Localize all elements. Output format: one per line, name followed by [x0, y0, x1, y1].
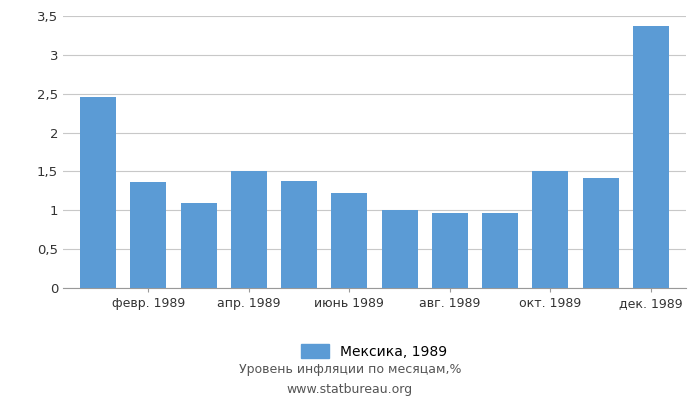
Bar: [181, 203, 217, 288]
Bar: [130, 182, 167, 288]
Bar: [331, 193, 368, 288]
Bar: [432, 213, 468, 288]
Bar: [532, 172, 568, 288]
Text: Уровень инфляции по месяцам,%: Уровень инфляции по месяцам,%: [239, 364, 461, 376]
Bar: [382, 210, 418, 288]
Bar: [231, 171, 267, 288]
Bar: [80, 97, 116, 288]
Legend: Мексика, 1989: Мексика, 1989: [302, 344, 447, 359]
Bar: [633, 26, 669, 288]
Bar: [582, 178, 619, 288]
Text: www.statbureau.org: www.statbureau.org: [287, 384, 413, 396]
Bar: [281, 181, 317, 288]
Bar: [482, 213, 518, 288]
